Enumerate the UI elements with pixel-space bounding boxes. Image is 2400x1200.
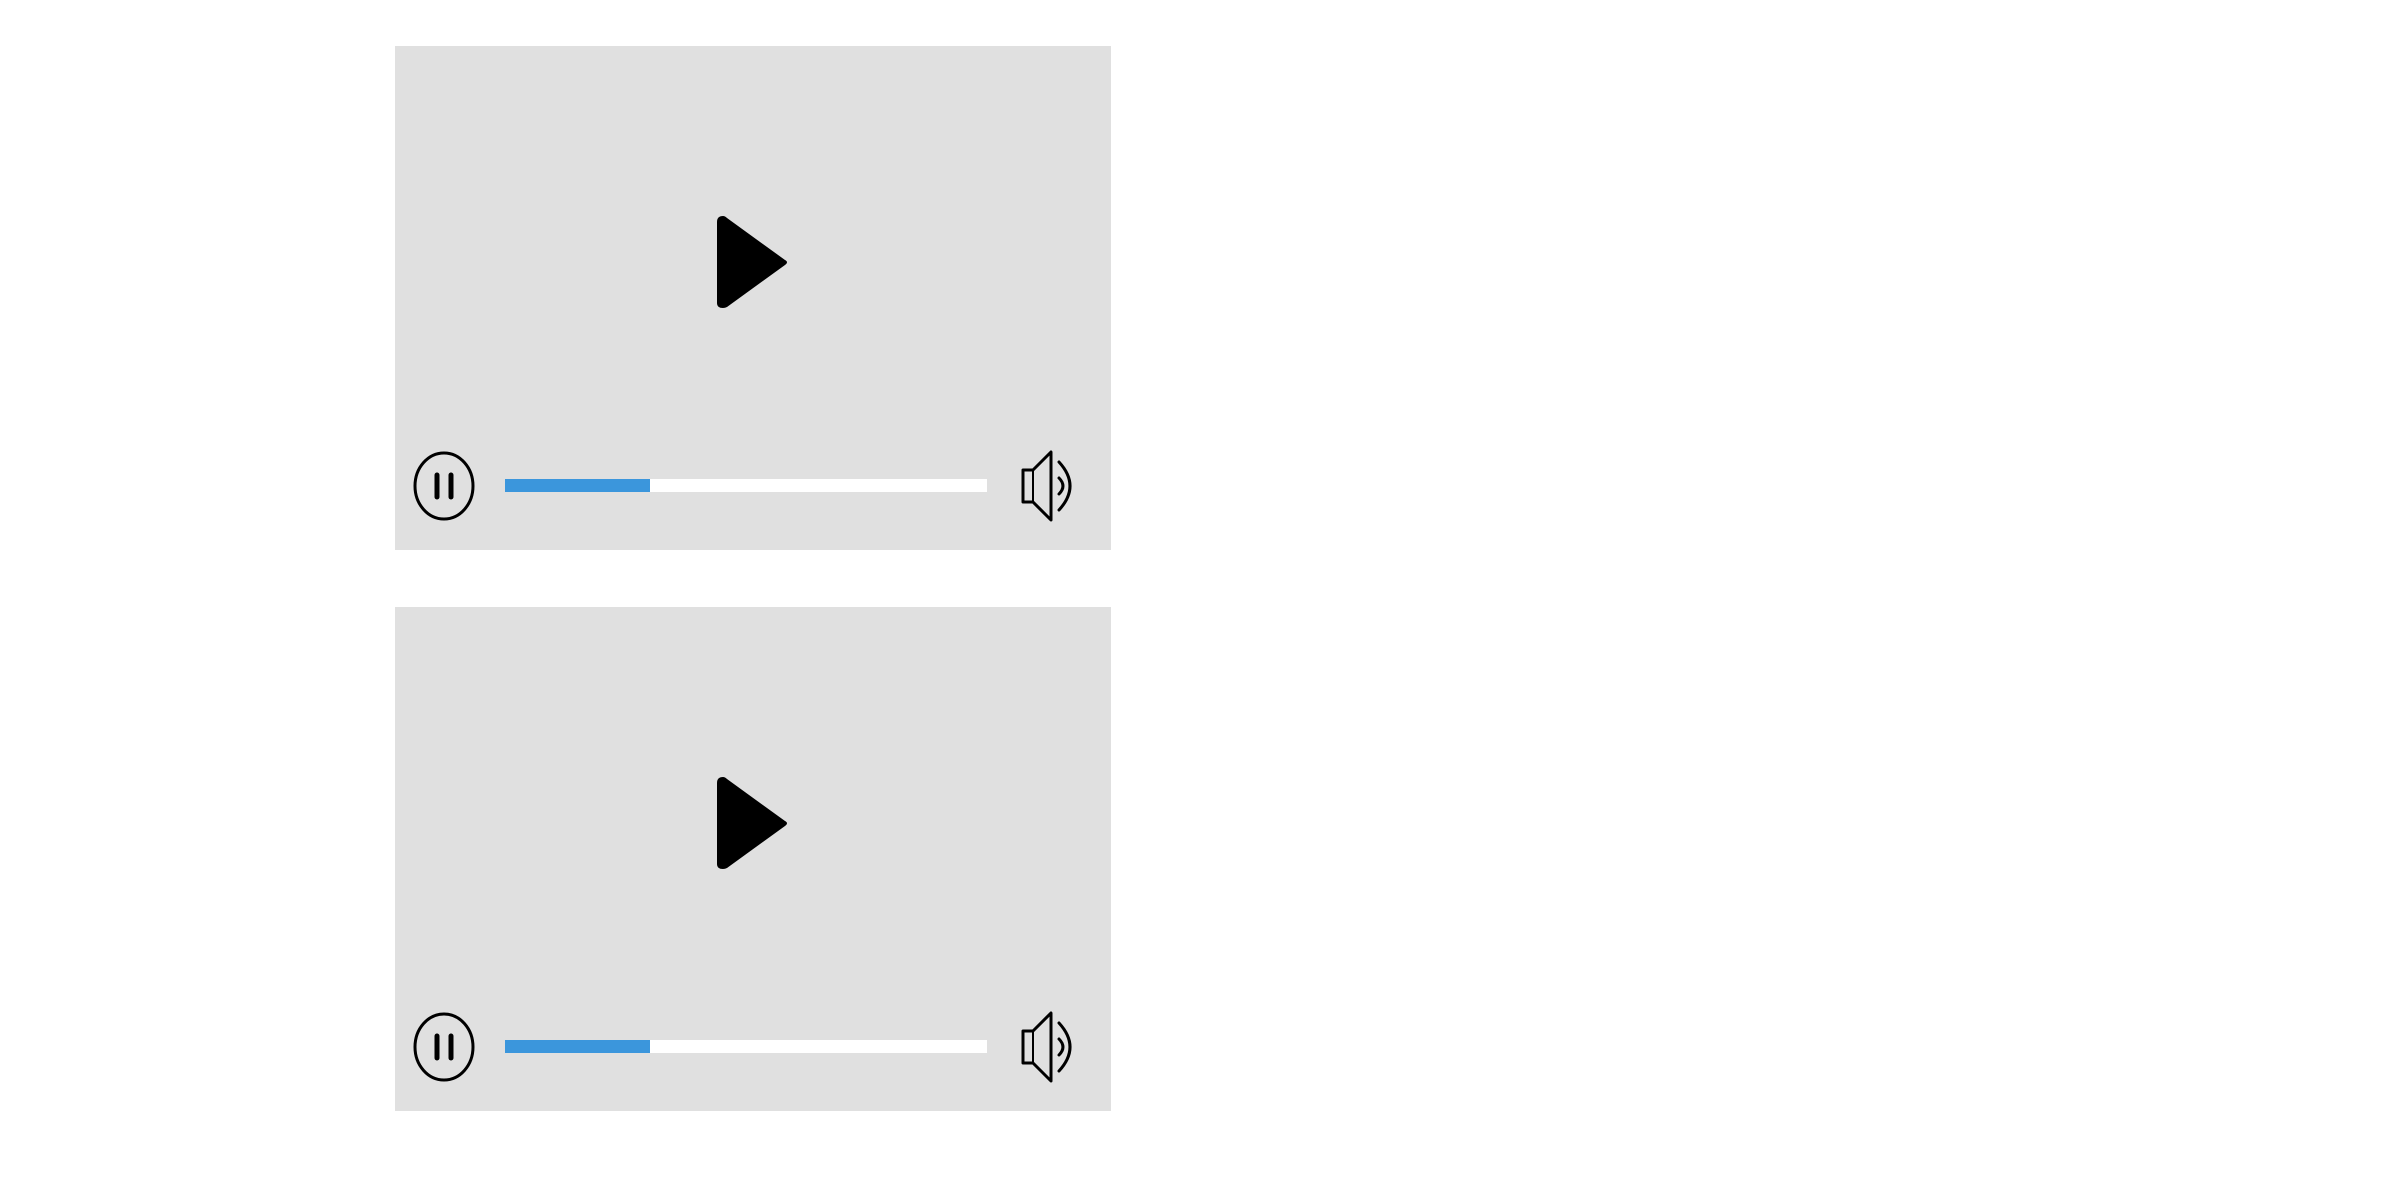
pause-button[interactable]	[412, 1011, 476, 1083]
play-icon[interactable]	[713, 775, 793, 871]
progress-bar[interactable]	[505, 1040, 987, 1053]
pause-icon	[413, 1012, 475, 1082]
pause-button[interactable]	[412, 450, 476, 522]
play-icon[interactable]	[713, 214, 793, 310]
progress-fill	[505, 479, 650, 492]
progress-fill	[505, 1040, 650, 1053]
control-bar	[395, 1009, 1111, 1085]
video-player[interactable]	[395, 46, 1111, 550]
pause-icon	[413, 451, 475, 521]
progress-bar[interactable]	[505, 479, 987, 492]
volume-button[interactable]	[1017, 1009, 1097, 1085]
volume-icon	[1021, 1011, 1072, 1083]
control-bar	[395, 448, 1111, 524]
volume-button[interactable]	[1017, 448, 1097, 524]
video-player[interactable]	[395, 607, 1111, 1111]
volume-icon	[1021, 450, 1072, 522]
